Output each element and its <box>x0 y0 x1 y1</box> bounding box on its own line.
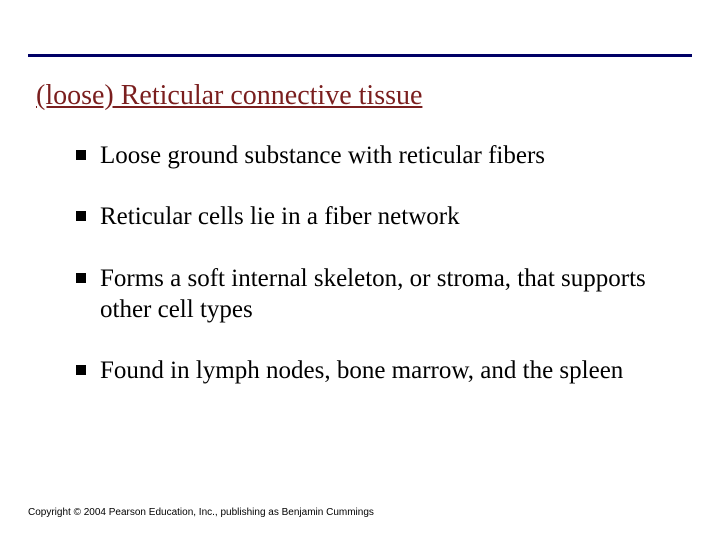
copyright-text: Copyright © 2004 Pearson Education, Inc.… <box>28 507 374 518</box>
bullet-list: Loose ground substance with reticular fi… <box>76 140 670 416</box>
bullet-text: Found in lymph nodes, bone marrow, and t… <box>100 355 623 386</box>
header-rule <box>28 54 692 57</box>
bullet-square-icon <box>76 273 86 283</box>
bullet-text: Reticular cells lie in a fiber network <box>100 201 460 232</box>
list-item: Forms a soft internal skeleton, or strom… <box>76 263 670 326</box>
bullet-text: Loose ground substance with reticular fi… <box>100 140 545 171</box>
list-item: Found in lymph nodes, bone marrow, and t… <box>76 355 670 386</box>
slide-title: (loose) Reticular connective tissue <box>36 80 422 112</box>
bullet-square-icon <box>76 150 86 160</box>
bullet-square-icon <box>76 211 86 221</box>
bullet-text: Forms a soft internal skeleton, or strom… <box>100 263 670 326</box>
bullet-square-icon <box>76 365 86 375</box>
list-item: Loose ground substance with reticular fi… <box>76 140 670 171</box>
list-item: Reticular cells lie in a fiber network <box>76 201 670 232</box>
